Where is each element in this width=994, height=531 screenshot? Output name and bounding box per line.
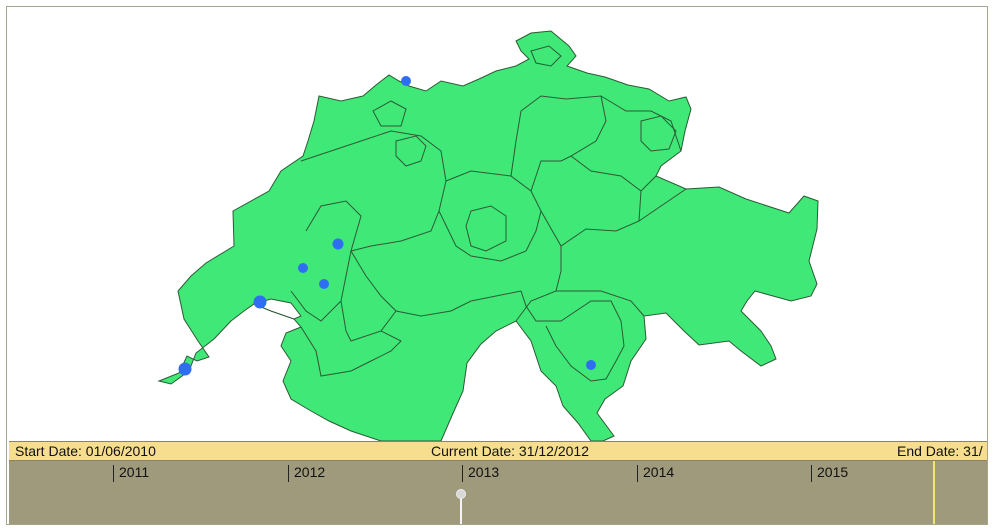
year-tick xyxy=(811,465,812,482)
switzerland-map xyxy=(157,30,819,441)
year-tick xyxy=(462,465,463,482)
location-marker[interactable] xyxy=(298,263,308,273)
canton-border xyxy=(438,170,542,262)
location-marker[interactable] xyxy=(401,76,411,86)
canton-border xyxy=(638,175,687,222)
location-marker[interactable] xyxy=(586,360,596,370)
canton-border xyxy=(510,95,607,192)
canton-border xyxy=(300,326,402,377)
canton-border xyxy=(640,115,677,152)
year-label: 2015 xyxy=(817,464,849,480)
year-tick xyxy=(288,465,289,482)
current-date-line xyxy=(460,495,462,524)
canton-border xyxy=(556,290,645,317)
canton-border xyxy=(600,95,682,152)
canton-border xyxy=(350,250,522,317)
canton-border xyxy=(395,135,427,167)
timeline-track[interactable]: 2011 2012 2013 2014 2015 xyxy=(9,461,987,524)
start-date-label: Start Date: 01/06/2010 xyxy=(15,443,156,459)
location-marker[interactable] xyxy=(319,279,329,289)
canton-borders xyxy=(290,45,687,382)
country-shape xyxy=(157,30,819,441)
canton-border xyxy=(372,100,407,127)
canton-border xyxy=(340,300,397,342)
canton-border xyxy=(465,205,507,252)
current-date-label: Current Date: 31/12/2012 xyxy=(431,443,589,459)
year-tick xyxy=(637,465,638,482)
canton-border xyxy=(520,290,625,382)
location-marker[interactable] xyxy=(332,238,344,250)
date-info-bar: Start Date: 01/06/2010 Current Date: 31/… xyxy=(9,441,987,461)
location-marker[interactable] xyxy=(178,362,192,376)
canton-border xyxy=(300,130,447,252)
end-date-label: End Date: 31/ xyxy=(897,443,983,459)
year-label: 2013 xyxy=(468,464,500,480)
year-tick xyxy=(113,465,114,482)
current-date-slider-handle[interactable] xyxy=(456,489,466,499)
year-label: 2014 xyxy=(643,464,675,480)
canton-border xyxy=(530,45,562,67)
switzerland-outline xyxy=(157,30,819,441)
year-label: 2012 xyxy=(294,464,326,480)
year-label: 2011 xyxy=(119,464,150,480)
location-marker[interactable] xyxy=(253,295,267,309)
markers-layer xyxy=(178,76,596,376)
end-date-marker xyxy=(933,461,935,524)
map-frame: Start Date: 01/06/2010 Current Date: 31/… xyxy=(6,6,988,525)
